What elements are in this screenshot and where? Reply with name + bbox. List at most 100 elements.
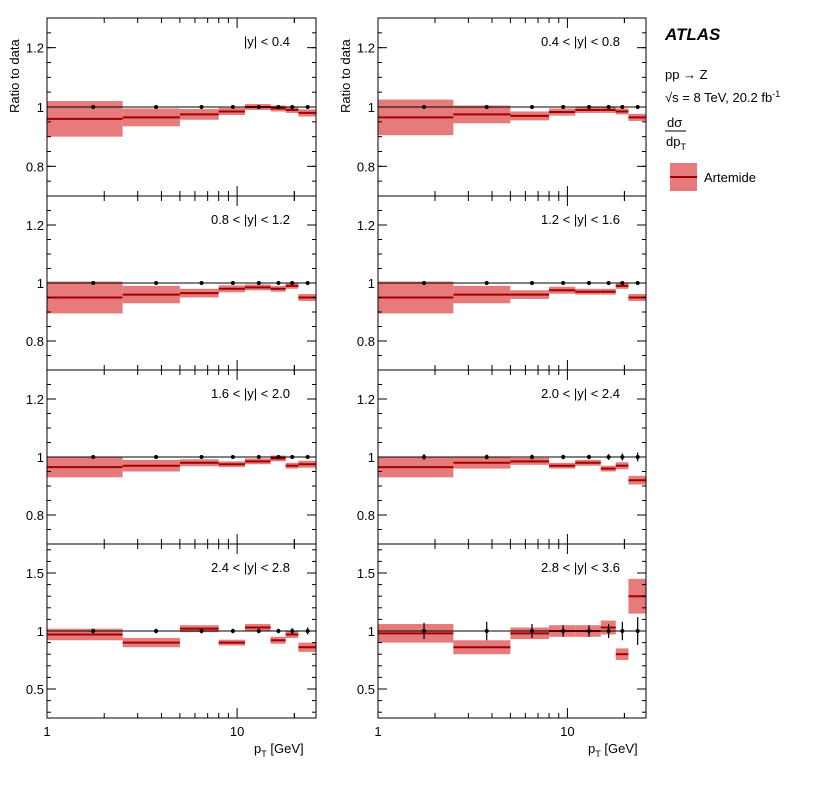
data-point-6 xyxy=(606,105,611,109)
data-point-1 xyxy=(422,105,427,109)
rapidity-label: 1.2 < |y| < 1.6 xyxy=(541,212,620,227)
y-tick-label: 1.2 xyxy=(26,392,44,407)
data-point-2 xyxy=(154,281,159,285)
data-point-2 xyxy=(484,629,489,633)
panel-5: 0.8 1 1.2 1.6 < |y| < 2.0 xyxy=(26,369,317,545)
data-point-3 xyxy=(529,629,534,633)
y-tick-label: 0.8 xyxy=(26,508,44,523)
xlabel-p-r: p xyxy=(588,741,595,756)
rapidity-label: 0.8 < |y| < 1.2 xyxy=(211,212,290,227)
obs-den-sub: T xyxy=(680,142,686,152)
process-label: pp → Z xyxy=(665,67,708,82)
data-point-2 xyxy=(484,105,489,109)
y-tick-label: 1 xyxy=(368,624,375,639)
legend-entry-artemide: Artemide xyxy=(704,170,756,185)
y-tick-label: 1 xyxy=(37,450,44,465)
y-axis-label-top-left: Ratio to data xyxy=(7,39,22,113)
y-tick-label: 1.2 xyxy=(26,218,44,233)
rapidity-label: 2.4 < |y| < 2.8 xyxy=(211,560,290,575)
x-axis-label-right: pT [GeV] xyxy=(588,741,638,759)
data-point-2 xyxy=(484,281,489,285)
data-point-4 xyxy=(230,105,235,109)
y-tick-label: 1 xyxy=(37,624,44,639)
data-point-5 xyxy=(586,281,591,285)
y-axis-labels: Ratio to data Ratio to data xyxy=(7,39,353,113)
x-tick-label: 10 xyxy=(230,724,244,739)
data-point-7 xyxy=(620,281,625,285)
data-point-3 xyxy=(529,281,534,285)
data-point-4 xyxy=(230,629,235,633)
y-tick-label: 1.2 xyxy=(357,218,375,233)
data-point-2 xyxy=(154,105,159,109)
data-point-3 xyxy=(529,455,534,459)
y-tick-label: 1 xyxy=(368,100,375,115)
panel-8: 0.5 1 1.5 1 10 2.8 < |y| < 3.6 xyxy=(357,543,647,739)
data-point-5 xyxy=(256,629,261,633)
data-point-4 xyxy=(561,455,566,459)
data-point-1 xyxy=(422,455,427,459)
data-point-3 xyxy=(199,455,204,459)
rapidity-label: 1.6 < |y| < 2.0 xyxy=(211,386,290,401)
data-point-7 xyxy=(620,629,625,633)
data-point-1 xyxy=(91,281,96,285)
x-tick-label: 1 xyxy=(43,724,50,739)
xlabel-unit: [GeV] xyxy=(270,741,303,756)
y-tick-label: 1 xyxy=(37,100,44,115)
panel-1: 0.8 1 1.2 |y| < 0.4 xyxy=(26,17,317,197)
data-point-5 xyxy=(586,455,591,459)
panel-7: 0.5 1 1.5 1 10 2.4 < |y| < 2.8 xyxy=(26,543,317,739)
data-point-7 xyxy=(290,281,295,285)
y-tick-label: 0.5 xyxy=(26,682,44,697)
y-tick-label: 1 xyxy=(368,450,375,465)
panels: 0.811.2 |y| < 0.40.811.2 0.4 < |y| < 0.80.… xyxy=(26,17,647,739)
data-point-1 xyxy=(91,629,96,633)
y-tick-label: 0.8 xyxy=(357,508,375,523)
energy-label: √s = 8 TeV, 20.2 fb-1 xyxy=(665,89,780,105)
rapidity-label: 0.4 < |y| < 0.8 xyxy=(541,34,620,49)
data-point-6 xyxy=(276,455,281,459)
data-point-7 xyxy=(620,455,625,459)
data-point-7 xyxy=(290,629,295,633)
data-point-4 xyxy=(561,105,566,109)
panel-2: 0.8 1 1.2 0.4 < |y| < 0.8 xyxy=(357,17,647,197)
x-axis-label-left: pT [GeV] xyxy=(254,741,304,759)
info-block: ATLAS pp → Z √s = 8 TeV, 20.2 fb-1 dσ dp… xyxy=(664,25,780,191)
data-point-4 xyxy=(230,281,235,285)
xlabel-sub: T xyxy=(261,749,267,759)
rapidity-label: 2.8 < |y| < 3.6 xyxy=(541,560,620,575)
y-tick-label: 1.2 xyxy=(357,41,375,56)
data-point-1 xyxy=(91,105,96,109)
x-tick-label: 1 xyxy=(374,724,381,739)
data-point-4 xyxy=(561,281,566,285)
obs-den-base: dp xyxy=(666,134,680,149)
y-tick-label: 1.2 xyxy=(26,41,44,56)
y-tick-label: 1.5 xyxy=(357,566,375,581)
data-point-5 xyxy=(256,455,261,459)
data-point-1 xyxy=(422,281,427,285)
data-point-1 xyxy=(422,629,427,633)
data-point-5 xyxy=(586,629,591,633)
x-axis-labels: pT [GeV] pT [GeV] xyxy=(254,741,638,759)
y-tick-label: 0.8 xyxy=(357,334,375,349)
y-tick-label: 1.2 xyxy=(357,392,375,407)
data-point-7 xyxy=(620,105,625,109)
energy-text: √s = 8 TeV, 20.2 fb xyxy=(665,90,772,105)
data-point-6 xyxy=(606,455,611,459)
data-point-2 xyxy=(154,629,159,633)
data-point-1 xyxy=(91,455,96,459)
y-tick-label: 1.5 xyxy=(26,566,44,581)
data-point-6 xyxy=(606,281,611,285)
xlabel-p: p xyxy=(254,741,261,756)
data-point-6 xyxy=(276,105,281,109)
data-point-5 xyxy=(256,105,261,109)
y-tick-label: 0.5 xyxy=(357,682,375,697)
data-point-2 xyxy=(484,455,489,459)
observable-denominator: dpT xyxy=(666,134,686,152)
observable-numerator: dσ xyxy=(667,115,682,130)
data-point-3 xyxy=(199,105,204,109)
experiment-label: ATLAS xyxy=(664,25,721,44)
data-point-5 xyxy=(256,281,261,285)
y-tick-label: 0.8 xyxy=(26,159,44,174)
data-point-2 xyxy=(154,455,159,459)
